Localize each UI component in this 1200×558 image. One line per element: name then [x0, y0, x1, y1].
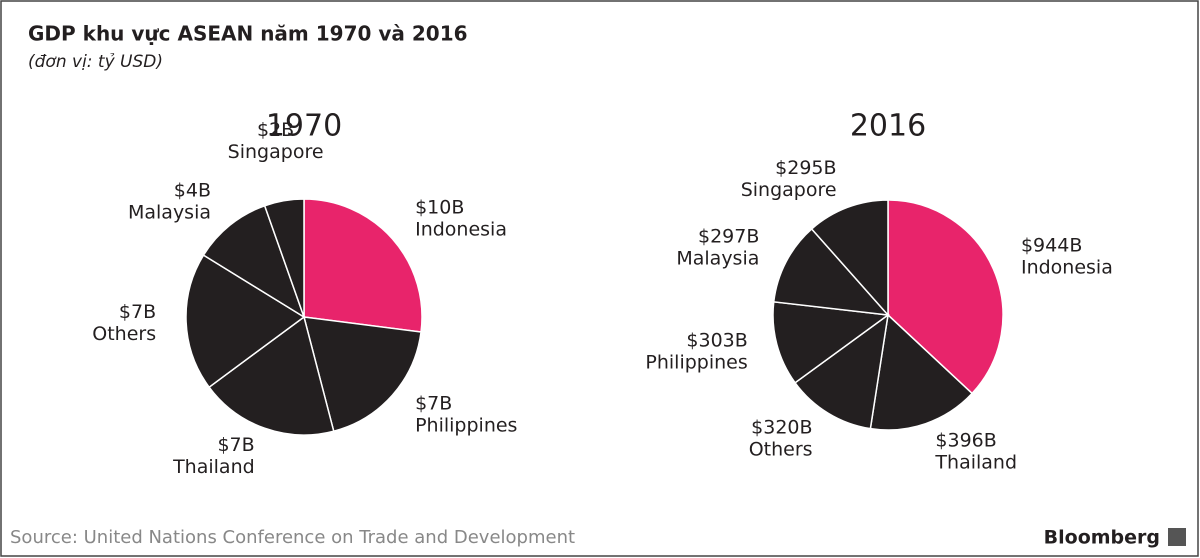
value-label: $4B	[174, 179, 211, 201]
category-label: Thailand	[934, 452, 1017, 474]
category-label: Philippines	[415, 414, 517, 436]
value-label: $7B	[217, 434, 254, 456]
category-label: Indonesia	[1021, 257, 1113, 279]
pie-slice	[772, 227, 890, 316]
value-label: $297B	[698, 226, 759, 248]
value-label: $2B	[257, 119, 294, 141]
category-label: Malaysia	[676, 248, 759, 270]
pie-title: 1970	[266, 109, 342, 144]
category-label: Philippines	[645, 351, 747, 373]
pie-slice	[772, 300, 890, 384]
value-label: $10B	[415, 197, 464, 219]
category-label: Thailand	[172, 456, 255, 478]
pie-slice	[794, 313, 890, 430]
pie-slice	[185, 254, 306, 389]
category-label: Indonesia	[415, 219, 507, 241]
pie-slice	[302, 316, 422, 433]
brand: Bloomberg	[1044, 527, 1160, 549]
pie-slice	[263, 198, 305, 318]
value-label: $320B	[751, 416, 812, 438]
chart-title: GDP khu vực ASEAN năm 1970 và 2016	[28, 22, 468, 46]
value-label: $396B	[935, 430, 996, 452]
value-label: $944B	[1021, 235, 1082, 257]
pie-slice	[208, 315, 335, 436]
category-label: Singapore	[228, 141, 324, 163]
pie-slice	[303, 198, 423, 333]
value-label: $295B	[775, 157, 836, 179]
value-label: $7B	[119, 301, 156, 323]
category-label: Others	[92, 323, 156, 345]
value-label: $303B	[686, 329, 747, 351]
pie-slice	[202, 204, 306, 319]
pie-slice	[810, 199, 889, 317]
pie-title: 2016	[850, 109, 926, 144]
value-label: $7B	[415, 392, 452, 414]
brand-icon	[1168, 528, 1186, 546]
chart-subtitle: (đơn vị: tỷ USD)	[28, 52, 163, 72]
pie-slice	[869, 313, 974, 431]
category-label: Others	[749, 438, 813, 460]
pie-slice	[887, 199, 1004, 395]
category-label: Malaysia	[128, 201, 211, 223]
source: Source: United Nations Conference on Tra…	[10, 527, 575, 548]
category-label: Singapore	[741, 179, 837, 201]
